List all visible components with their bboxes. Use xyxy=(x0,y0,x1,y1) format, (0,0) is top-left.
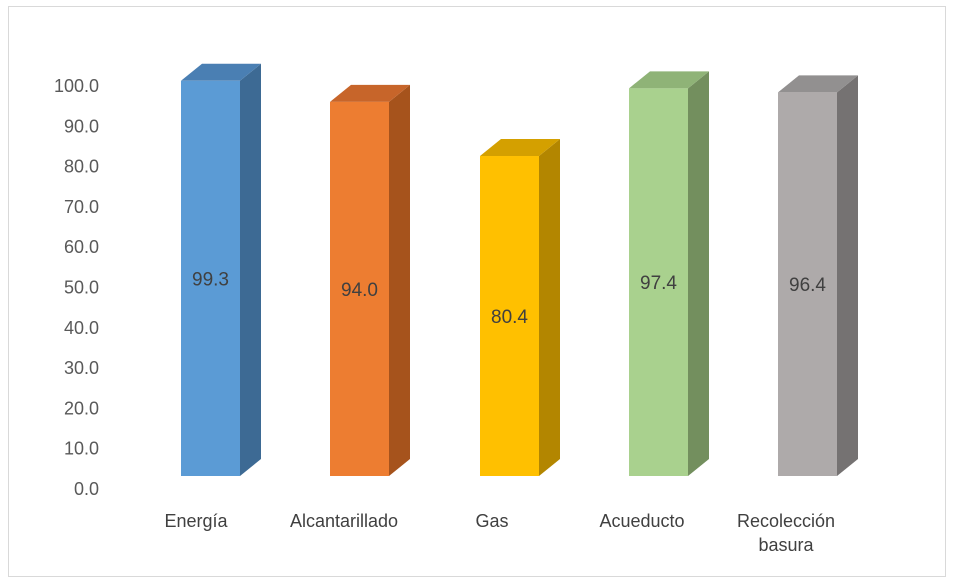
data-labels: 99.3 94.0 80.4 97.4 96.4 xyxy=(192,269,826,328)
bar-top xyxy=(629,71,709,89)
bars xyxy=(181,63,858,477)
data-label: 99.3 xyxy=(192,269,229,290)
y-tick-label: 100.0 xyxy=(54,76,99,96)
y-tick-label: 40.0 xyxy=(64,318,99,338)
bar-front xyxy=(778,92,837,476)
y-tick-label: 20.0 xyxy=(64,398,99,418)
data-label: 94.0 xyxy=(341,280,378,301)
y-axis: 0.0 10.0 20.0 30.0 40.0 50.0 60.0 70.0 80.0 90.0 1… xyxy=(54,76,99,499)
bar xyxy=(629,71,709,477)
bar-front xyxy=(181,80,240,476)
y-tick-label: 80.0 xyxy=(64,157,99,177)
bar-front xyxy=(629,88,688,477)
bar-top xyxy=(181,63,261,81)
bar-front xyxy=(330,101,389,476)
x-category-label: Acueducto xyxy=(599,511,684,531)
data-label: 80.4 xyxy=(491,307,528,328)
y-tick-label: 0.0 xyxy=(74,479,99,499)
y-tick-label: 10.0 xyxy=(64,439,99,459)
bar-top xyxy=(330,84,410,102)
x-category-label: Alcantarillado xyxy=(290,511,398,531)
bar-side xyxy=(688,71,709,477)
bar-side xyxy=(389,84,410,476)
bar xyxy=(181,63,261,476)
y-tick-label: 70.0 xyxy=(64,197,99,217)
x-category-label: Recolección basura xyxy=(737,511,835,555)
y-tick-label: 50.0 xyxy=(64,278,99,298)
x-category-label: Gas xyxy=(475,511,508,531)
bar-top xyxy=(778,75,858,93)
bar-front xyxy=(480,156,539,476)
bar xyxy=(480,139,560,476)
bar-side xyxy=(837,75,858,476)
bar xyxy=(330,84,410,476)
data-label: 97.4 xyxy=(640,273,677,294)
bar-side xyxy=(539,139,560,476)
bar-side xyxy=(240,63,261,476)
data-label: 96.4 xyxy=(789,275,826,296)
y-tick-label: 60.0 xyxy=(64,237,99,257)
bar xyxy=(778,75,858,476)
x-category-label: Energía xyxy=(164,511,228,531)
y-tick-label: 30.0 xyxy=(64,358,99,378)
bar-top xyxy=(480,139,560,157)
x-axis: Energía Alcantarillado Gas Acueducto Recolec… xyxy=(164,511,835,555)
y-tick-label: 90.0 xyxy=(64,116,99,136)
